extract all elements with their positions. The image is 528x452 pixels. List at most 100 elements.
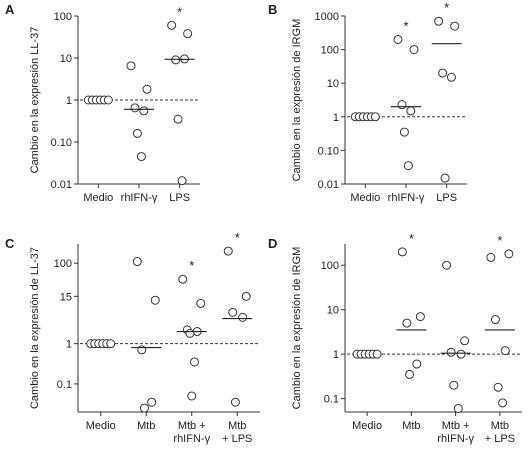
data-point <box>399 127 409 137</box>
y-tick-label: 10 <box>327 305 339 317</box>
data-point <box>139 403 149 413</box>
y-tick-label: 1000 <box>315 11 339 23</box>
x-tick-label: Medio <box>83 192 113 204</box>
data-point <box>238 312 248 322</box>
panel-label-d: D <box>268 236 277 251</box>
data-point <box>450 21 460 31</box>
y-tick-label: 1 <box>333 349 339 361</box>
y-axis-label: Cambio en la expresión de IRGM <box>291 19 303 182</box>
y-tick-label: 0.1 <box>57 379 72 391</box>
data-point <box>486 252 496 262</box>
data-point <box>142 84 152 94</box>
data-point <box>106 339 116 349</box>
data-point <box>241 291 251 301</box>
data-point <box>440 173 450 183</box>
data-point <box>150 295 160 305</box>
data-point <box>504 249 514 259</box>
data-point <box>228 307 238 317</box>
panel-label-a: A <box>5 2 15 17</box>
significance-star: * <box>497 233 502 248</box>
data-point <box>490 315 500 325</box>
data-point <box>126 61 136 71</box>
x-tick-label: Medio <box>352 420 382 432</box>
data-point <box>230 397 240 407</box>
x-tick-label: Medio <box>350 192 380 204</box>
data-point <box>183 29 193 39</box>
y-tick-label: 10 <box>60 53 72 65</box>
data-point <box>130 103 140 113</box>
data-point <box>185 328 195 338</box>
significance-star: * <box>403 18 408 33</box>
data-point <box>412 359 422 369</box>
y-axis-label: Cambio en la expresión de IRGM <box>291 247 303 410</box>
data-point <box>442 260 452 270</box>
y-tick-label: 10 <box>327 78 339 90</box>
y-tick-label: 0.10 <box>51 137 72 149</box>
x-tick-label: Mtb <box>402 420 420 432</box>
x-tick-label: + LPS <box>222 433 252 445</box>
y-tick-label: 0.01 <box>51 179 72 191</box>
x-tick-label: LPS <box>436 192 457 204</box>
y-tick-label: 0.10 <box>318 145 339 157</box>
data-point <box>173 114 183 124</box>
x-tick-label: rhIFN-γ <box>388 192 425 204</box>
data-point <box>456 349 466 359</box>
data-point <box>405 369 415 379</box>
x-tick-label: Mtb <box>491 420 509 432</box>
data-point <box>453 403 463 413</box>
x-tick-label: rhIFN-γ <box>173 433 210 445</box>
data-point <box>187 391 197 401</box>
data-point <box>434 16 444 26</box>
data-point <box>415 312 425 322</box>
y-tick-label: 1 <box>333 112 339 124</box>
significance-star: * <box>177 4 182 19</box>
x-tick-label: Mtb + <box>442 420 470 432</box>
x-tick-label: Mtb <box>137 420 155 432</box>
data-point <box>147 397 157 407</box>
data-point <box>103 95 113 105</box>
data-point <box>132 128 142 138</box>
x-tick-label: Medio <box>86 420 116 432</box>
y-tick-label: 15 <box>60 291 72 303</box>
y-tick-label: 0.01 <box>318 179 339 191</box>
data-point <box>177 176 187 186</box>
significance-star: * <box>444 0 449 15</box>
data-point <box>406 106 416 116</box>
data-point <box>223 246 233 256</box>
y-tick-label: 1 <box>66 339 72 351</box>
data-point <box>438 68 448 78</box>
panel-label-b: B <box>268 2 277 17</box>
x-tick-label: rhIFN-γ <box>121 192 158 204</box>
data-point <box>449 380 459 390</box>
data-point <box>178 274 188 284</box>
data-point <box>189 357 199 367</box>
data-point <box>493 382 503 392</box>
y-tick-label: 100 <box>321 260 339 272</box>
data-point <box>402 318 412 328</box>
data-point <box>132 257 142 267</box>
data-point <box>460 336 470 346</box>
data-point <box>409 45 419 55</box>
data-point <box>403 161 413 171</box>
y-axis-label: Cambio en la expresión de LL-37 <box>29 247 41 409</box>
data-point <box>372 349 382 359</box>
data-point <box>370 112 380 122</box>
data-point <box>397 247 407 257</box>
y-tick-label: 100 <box>54 11 72 23</box>
x-tick-label: Mtb + <box>178 420 206 432</box>
data-point <box>139 106 149 116</box>
data-point <box>498 398 508 408</box>
data-point <box>446 347 456 357</box>
x-tick-label: Mtb <box>228 420 246 432</box>
data-point <box>500 346 510 356</box>
y-tick-label: 100 <box>54 258 72 270</box>
significance-star: * <box>189 258 194 273</box>
y-tick-label: 0.1 <box>324 394 339 406</box>
y-tick-label: 1 <box>66 95 72 107</box>
data-point <box>196 298 206 308</box>
panel-label-c: C <box>5 236 15 251</box>
data-point <box>446 72 456 82</box>
data-point <box>136 152 146 162</box>
x-tick-label: rhIFN-γ <box>437 433 474 445</box>
